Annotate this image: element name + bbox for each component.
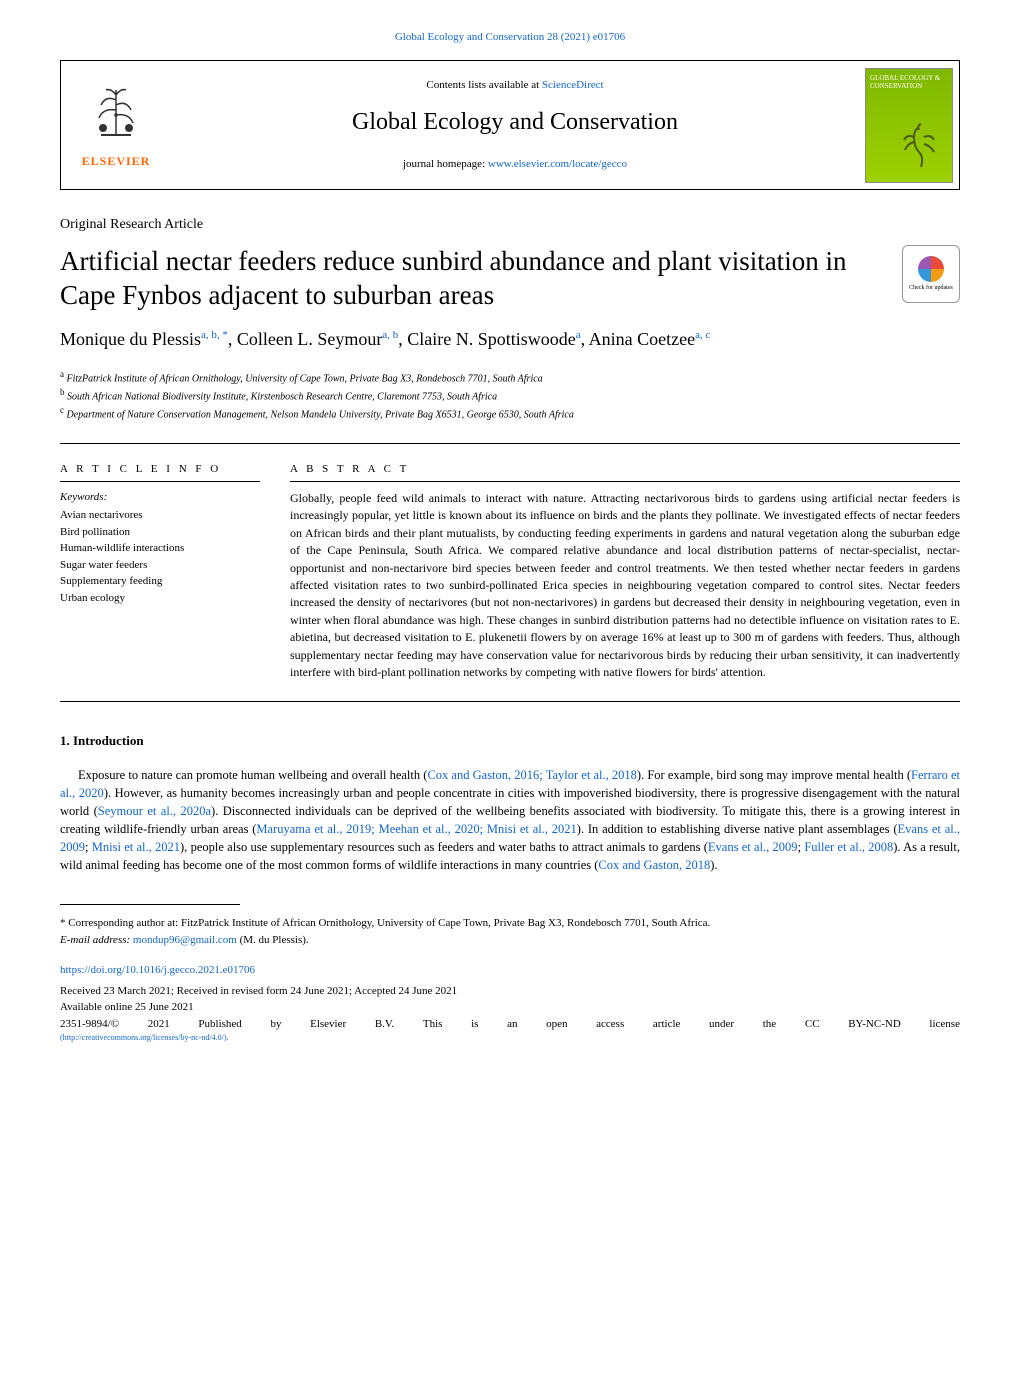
intro-ref-7[interactable]: Evans et al., 2009 [708, 840, 798, 854]
affiliation-b: b South African National Biodiversity In… [60, 386, 960, 404]
abstract-col: A B S T R A C T Globally, people feed wi… [290, 462, 960, 682]
lic-7: This [423, 1016, 443, 1033]
intro-t6: ; [85, 840, 92, 854]
lic-11: access [596, 1016, 624, 1033]
lic-9: an [507, 1016, 517, 1033]
lic-5: Elsevier [310, 1016, 346, 1033]
cover-title: GLOBAL ECOLOGY & CONSERVATION [870, 75, 952, 90]
article-info-label: A R T I C L E I N F O [60, 462, 260, 477]
affiliation-c-text: Department of Nature Conservation Manage… [67, 410, 574, 421]
license-url[interactable]: (http://creativecommons.org/licenses/by-… [60, 1032, 960, 1043]
lic-13: under [709, 1016, 734, 1033]
lic-15: CC [805, 1016, 820, 1033]
contents-available: Contents lists available at ScienceDirec… [426, 78, 603, 93]
lic-10: open [546, 1016, 567, 1033]
license-line: 2351-9894/© 2021 Published by Elsevier B… [60, 1016, 960, 1033]
keywords-list: Avian nectarivores Bird pollination Huma… [60, 507, 260, 606]
check-updates-text: Check for updates [909, 284, 953, 292]
article-title: Artificial nectar feeders reduce sunbird… [60, 245, 902, 313]
elsevier-text: ELSEVIER [82, 153, 151, 170]
header-box: ELSEVIER Contents lists available at Sci… [60, 60, 960, 190]
corresponding-text: * Corresponding author at: FitzPatrick I… [60, 915, 960, 932]
intro-ref-3[interactable]: Seymour et al., 2020a [98, 804, 211, 818]
lic-14: the [763, 1016, 776, 1033]
intro-ref-9[interactable]: Cox and Gaston, 2018 [598, 858, 710, 872]
keyword-3: Human-wildlife interactions [60, 540, 260, 557]
lic-1: 2351-9894/© [60, 1016, 119, 1033]
info-row: A R T I C L E I N F O Keywords: Avian ne… [60, 443, 960, 682]
doi-link[interactable]: https://doi.org/10.1016/j.gecco.2021.e01… [60, 963, 960, 978]
intro-t7: ), people also use supplementary resourc… [180, 840, 708, 854]
intro-ref-8[interactable]: Fuller et al., 2008 [804, 840, 893, 854]
author-4[interactable]: , Anina Coetzee [581, 329, 695, 349]
journal-cover[interactable]: GLOBAL ECOLOGY & CONSERVATION [859, 61, 959, 189]
affiliation-c: c Department of Nature Conservation Mana… [60, 404, 960, 422]
contents-text: Contents lists available at [426, 79, 541, 91]
corresponding-author: * Corresponding author at: FitzPatrick I… [60, 915, 960, 948]
email-label: E-mail address: [60, 934, 133, 946]
abstract-label: A B S T R A C T [290, 462, 960, 477]
sciencedirect-link[interactable]: ScienceDirect [542, 79, 604, 91]
keyword-5: Supplementary feeding [60, 573, 260, 590]
homepage-link[interactable]: www.elsevier.com/locate/gecco [488, 158, 627, 170]
intro-t10: ). [710, 858, 717, 872]
keyword-6: Urban ecology [60, 590, 260, 607]
journal-name: Global Ecology and Conservation [352, 106, 678, 140]
author-1[interactable]: Monique du Plessis [60, 329, 201, 349]
affiliation-a-text: FitzPatrick Institute of African Ornitho… [67, 373, 543, 384]
elsevier-tree-icon [81, 80, 151, 150]
lic-4: by [270, 1016, 281, 1033]
lic-2: 2021 [148, 1016, 170, 1033]
lic-17: license [929, 1016, 960, 1033]
keywords-label: Keywords: [60, 490, 260, 505]
lic-6: B.V. [375, 1016, 394, 1033]
abstract-text: Globally, people feed wild animals to in… [290, 490, 960, 681]
affiliation-b-text: South African National Biodiversity Inst… [67, 391, 497, 402]
keyword-2: Bird pollination [60, 524, 260, 541]
header-center: Contents lists available at ScienceDirec… [171, 61, 859, 189]
lic-16: BY-NC-ND [848, 1016, 901, 1033]
lic-3: Published [198, 1016, 241, 1033]
intro-t5: ). In addition to establishing diverse n… [577, 822, 898, 836]
author-1-sup[interactable]: a, b, * [201, 329, 228, 341]
authors: Monique du Plessisa, b, *, Colleen L. Se… [60, 327, 960, 352]
check-updates-badge[interactable]: Check for updates [902, 245, 960, 303]
email-suffix: (M. du Plessis). [237, 934, 309, 946]
available-date: Available online 25 June 2021 [60, 999, 960, 1016]
intro-t2: ). For example, bird song may improve me… [637, 768, 911, 782]
intro-ref-6[interactable]: Mnisi et al., 2021 [92, 840, 180, 854]
intro-heading: 1. Introduction [60, 732, 960, 750]
author-2-sup[interactable]: a, b [382, 329, 398, 341]
article-type: Original Research Article [60, 215, 960, 235]
corresponding-email[interactable]: mondup96@gmail.com [133, 934, 237, 946]
affiliation-a: a FitzPatrick Institute of African Ornit… [60, 368, 960, 386]
homepage-text: journal homepage: [403, 158, 488, 170]
intro-t1: Exposure to nature can promote human wel… [78, 768, 427, 782]
intro-paragraph: Exposure to nature can promote human wel… [60, 766, 960, 875]
lic-12: article [653, 1016, 680, 1033]
author-4-sup[interactable]: a, c [695, 329, 710, 341]
article-info-col: A R T I C L E I N F O Keywords: Avian ne… [60, 462, 260, 682]
title-row: Artificial nectar feeders reduce sunbird… [60, 245, 960, 328]
affiliations: a FitzPatrick Institute of African Ornit… [60, 368, 960, 423]
gecko-icon [899, 122, 944, 172]
cover-image: GLOBAL ECOLOGY & CONSERVATION [865, 68, 953, 183]
intro-ref-4[interactable]: Maruyama et al., 2019; Meehan et al., 20… [256, 822, 576, 836]
lic-8: is [471, 1016, 478, 1033]
top-citation[interactable]: Global Ecology and Conservation 28 (2021… [60, 30, 960, 45]
keyword-4: Sugar water feeders [60, 557, 260, 574]
received-dates: Received 23 March 2021; Received in revi… [60, 983, 960, 1000]
keyword-1: Avian nectarivores [60, 507, 260, 524]
author-2[interactable]: , Colleen L. Seymour [228, 329, 382, 349]
journal-homepage: journal homepage: www.elsevier.com/locat… [403, 157, 627, 172]
check-updates-icon [918, 256, 944, 282]
elsevier-logo[interactable]: ELSEVIER [61, 61, 171, 189]
intro-ref-1[interactable]: Cox and Gaston, 2016; Taylor et al., 201… [427, 768, 636, 782]
author-3[interactable]: , Claire N. Spottiswoode [398, 329, 576, 349]
